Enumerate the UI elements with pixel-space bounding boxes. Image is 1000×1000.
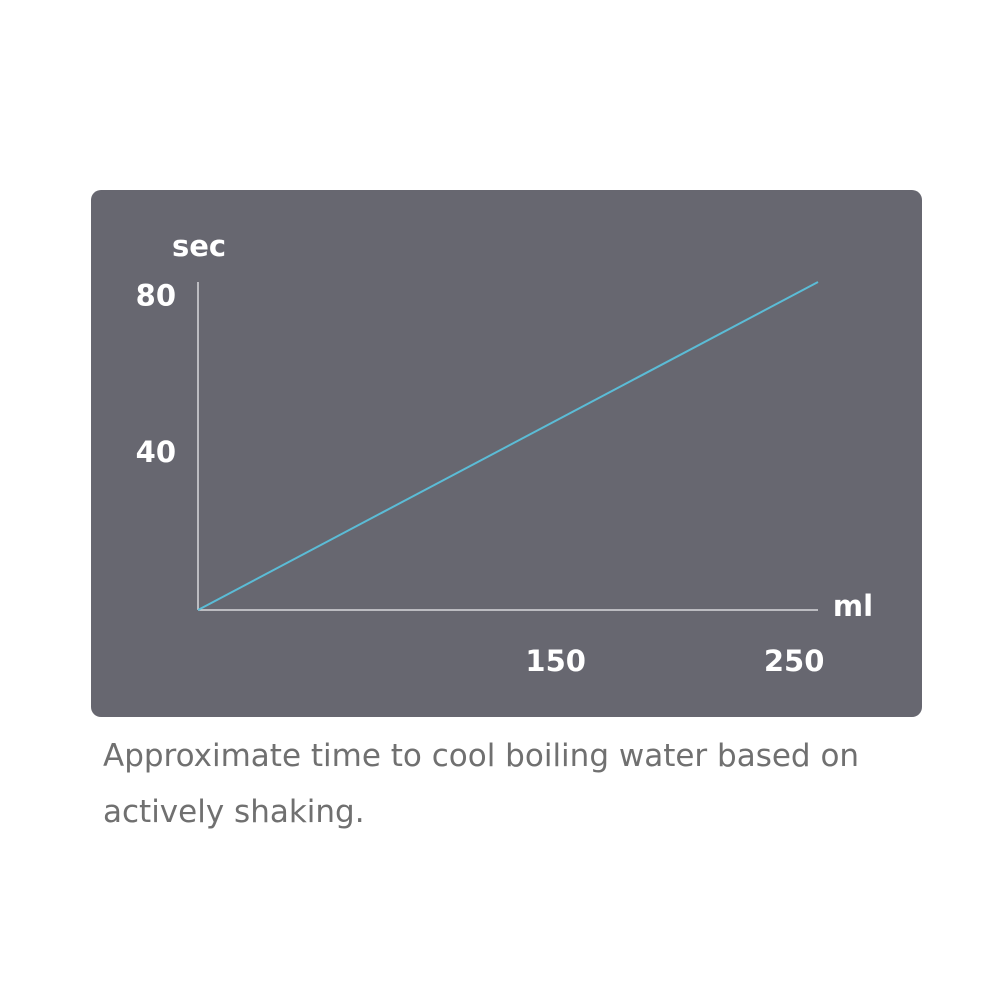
caption: Approximate time to cool boiling water b… — [103, 738, 860, 830]
x-axis-label: ml — [833, 589, 873, 623]
y-tick-label: 80 — [136, 279, 176, 313]
chart-panel — [91, 190, 922, 717]
y-tick-label: 40 — [136, 435, 176, 469]
x-tick-label: 250 — [764, 644, 825, 678]
y-axis-label: sec — [172, 229, 226, 263]
x-tick-label: 150 — [525, 644, 586, 678]
data-line — [197, 281, 819, 611]
